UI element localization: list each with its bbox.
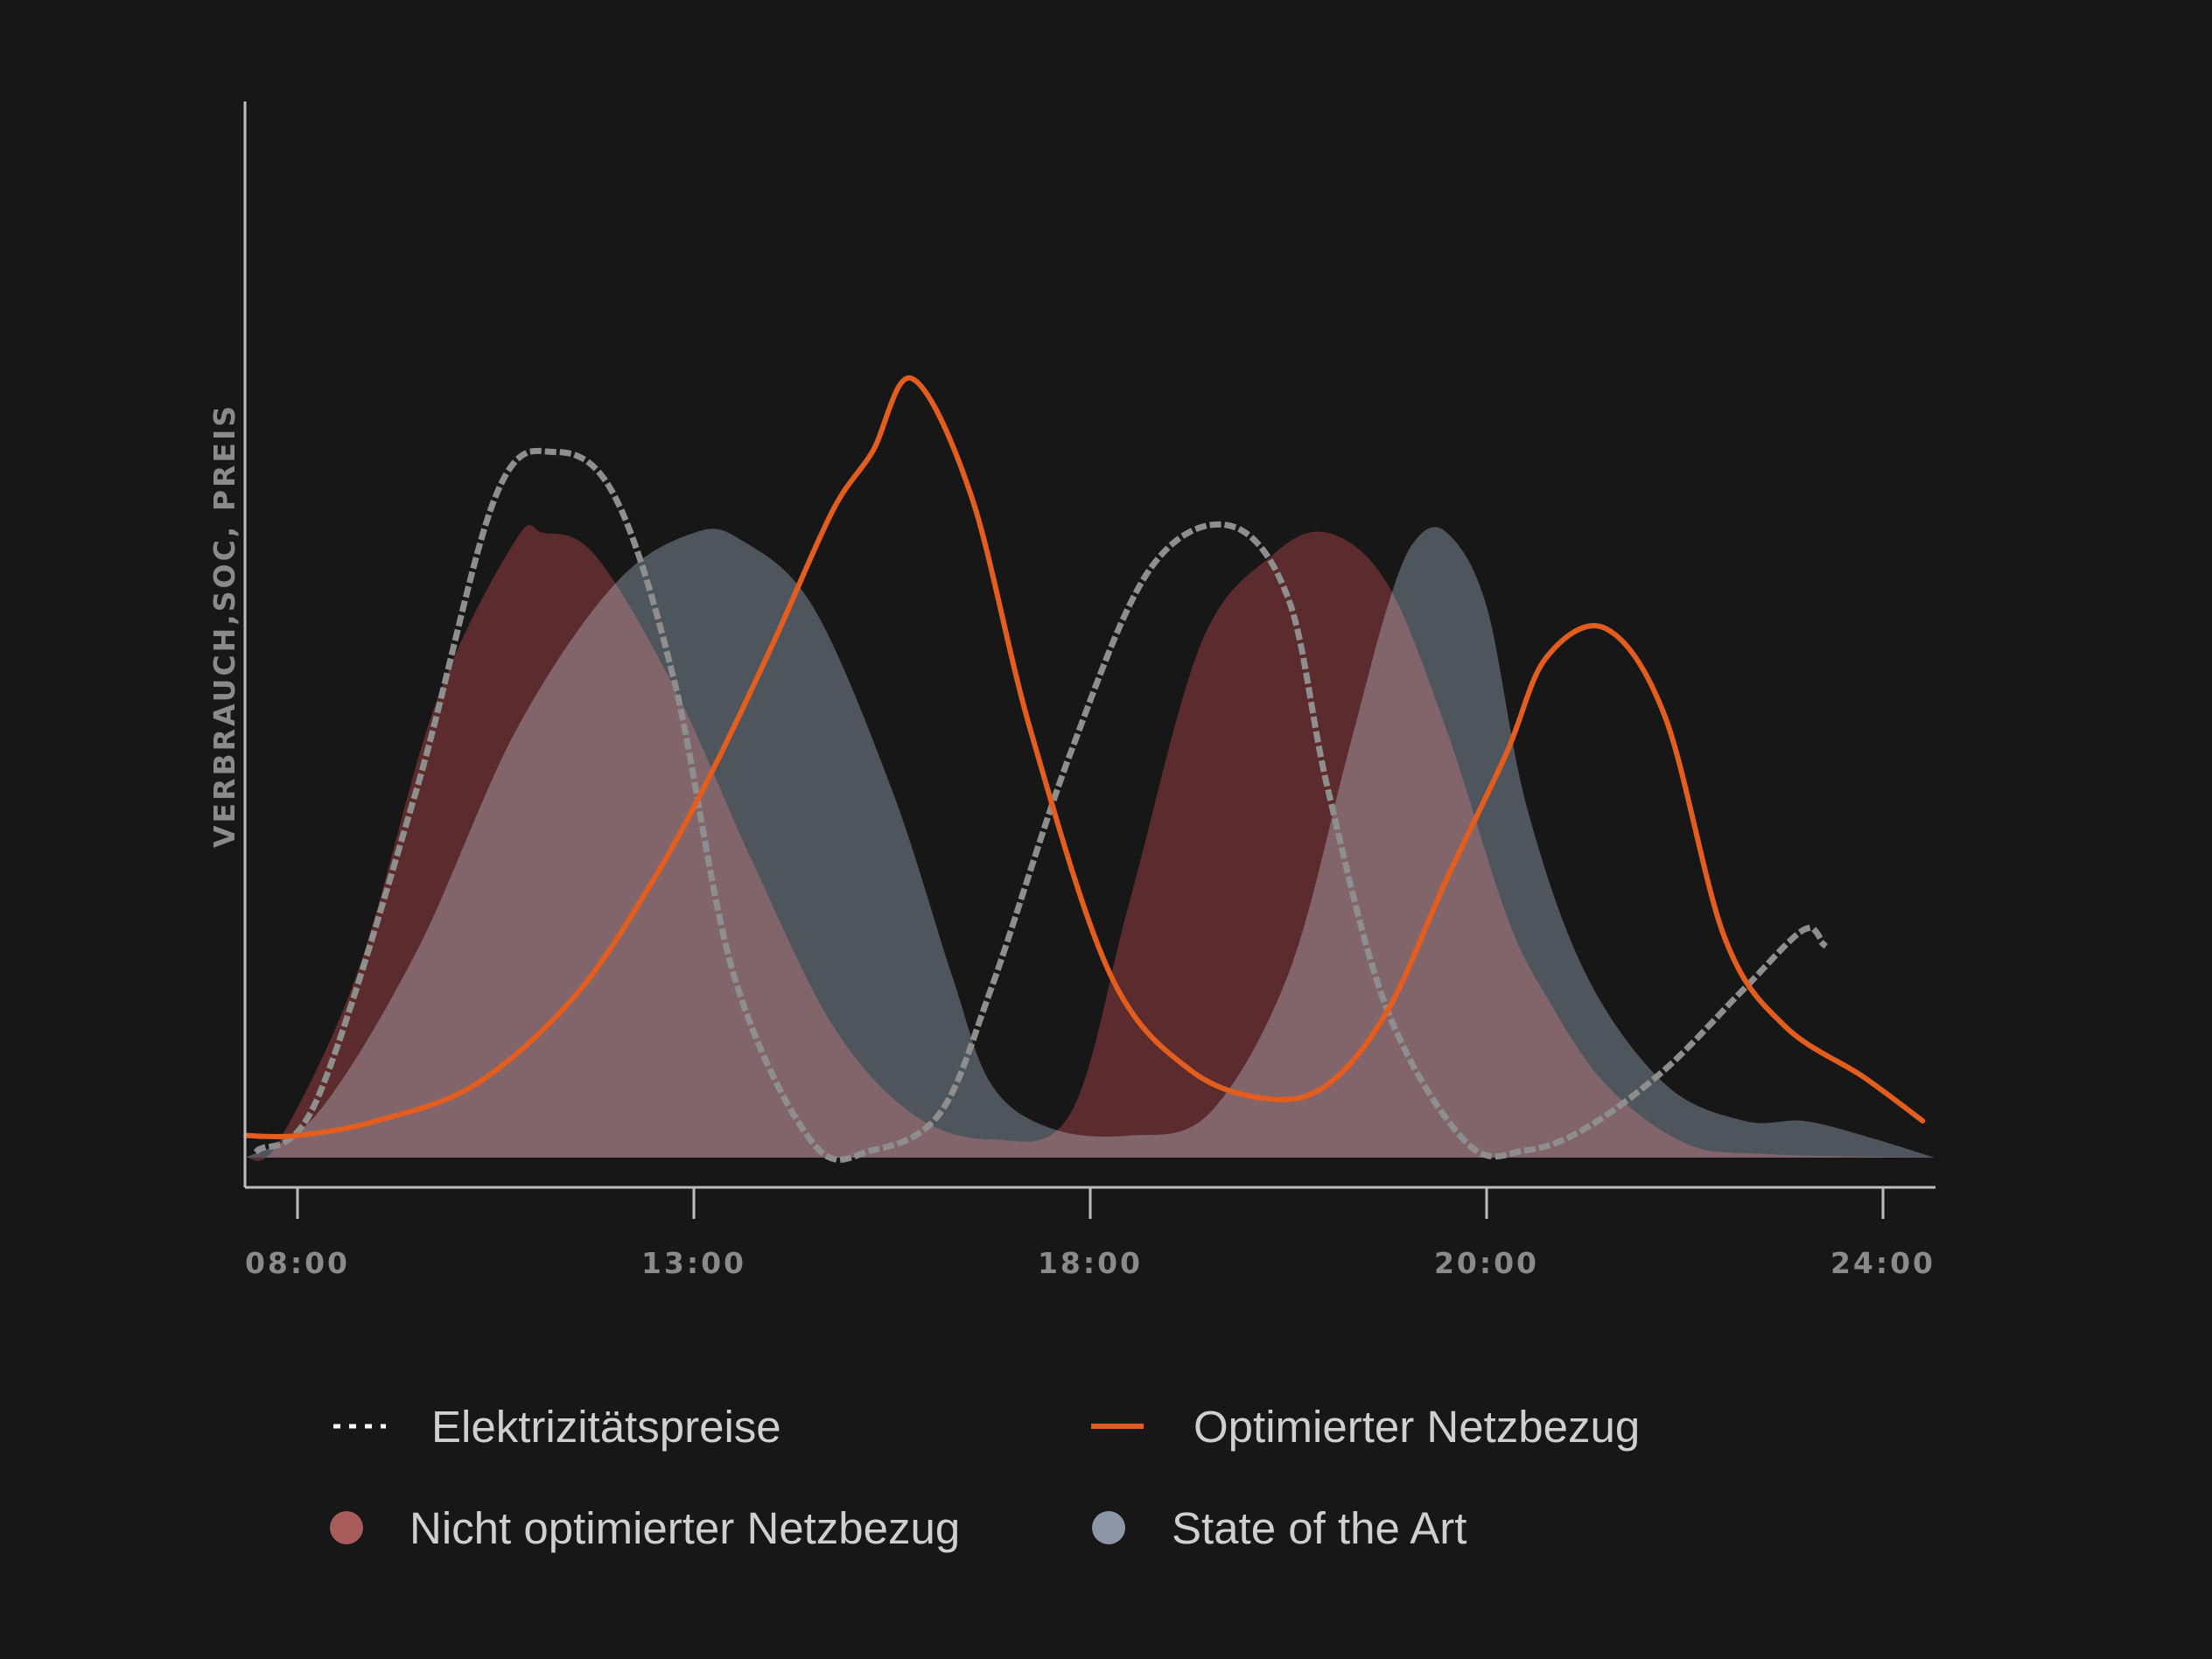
legend-item: State of the Art <box>1092 1503 1466 1553</box>
x-tick-label: 24:00 <box>1830 1246 1936 1280</box>
area-series-layer <box>246 524 1935 1161</box>
line-series-layer <box>243 375 1926 1163</box>
axes: 08:00 13:00 18:00 20:00 24:00 <box>243 102 1936 1280</box>
legend: Elektrizitätspreise Optimierter Netzbezug… <box>330 1402 1640 1553</box>
optimized-line <box>243 375 1926 1140</box>
legend-item: Optimierter Netzbezug <box>1091 1402 1640 1452</box>
area-overlap <box>246 527 1935 1158</box>
legend-item: Nicht optimierter Netzbezug <box>330 1503 960 1553</box>
legend-label: Optimierter Netzbezug <box>1194 1402 1640 1452</box>
legend-swatch-dot <box>330 1511 363 1544</box>
legend-label: State of the Art <box>1172 1503 1466 1553</box>
legend-label: Elektrizitätspreise <box>431 1402 781 1452</box>
x-tick-label: 18:00 <box>1038 1246 1143 1280</box>
y-axis-label: VERBRAUCH,SOC, PREIS <box>207 403 242 848</box>
legend-label: Nicht optimierter Netzbezug <box>410 1503 960 1553</box>
price-line <box>253 447 1828 1163</box>
x-tick-label: 08:00 <box>245 1246 350 1280</box>
x-tick-label: 20:00 <box>1434 1246 1539 1280</box>
legend-item: Elektrizitätspreise <box>333 1402 781 1452</box>
legend-swatch-dot <box>1092 1511 1125 1544</box>
x-tick-label: 13:00 <box>641 1246 746 1280</box>
